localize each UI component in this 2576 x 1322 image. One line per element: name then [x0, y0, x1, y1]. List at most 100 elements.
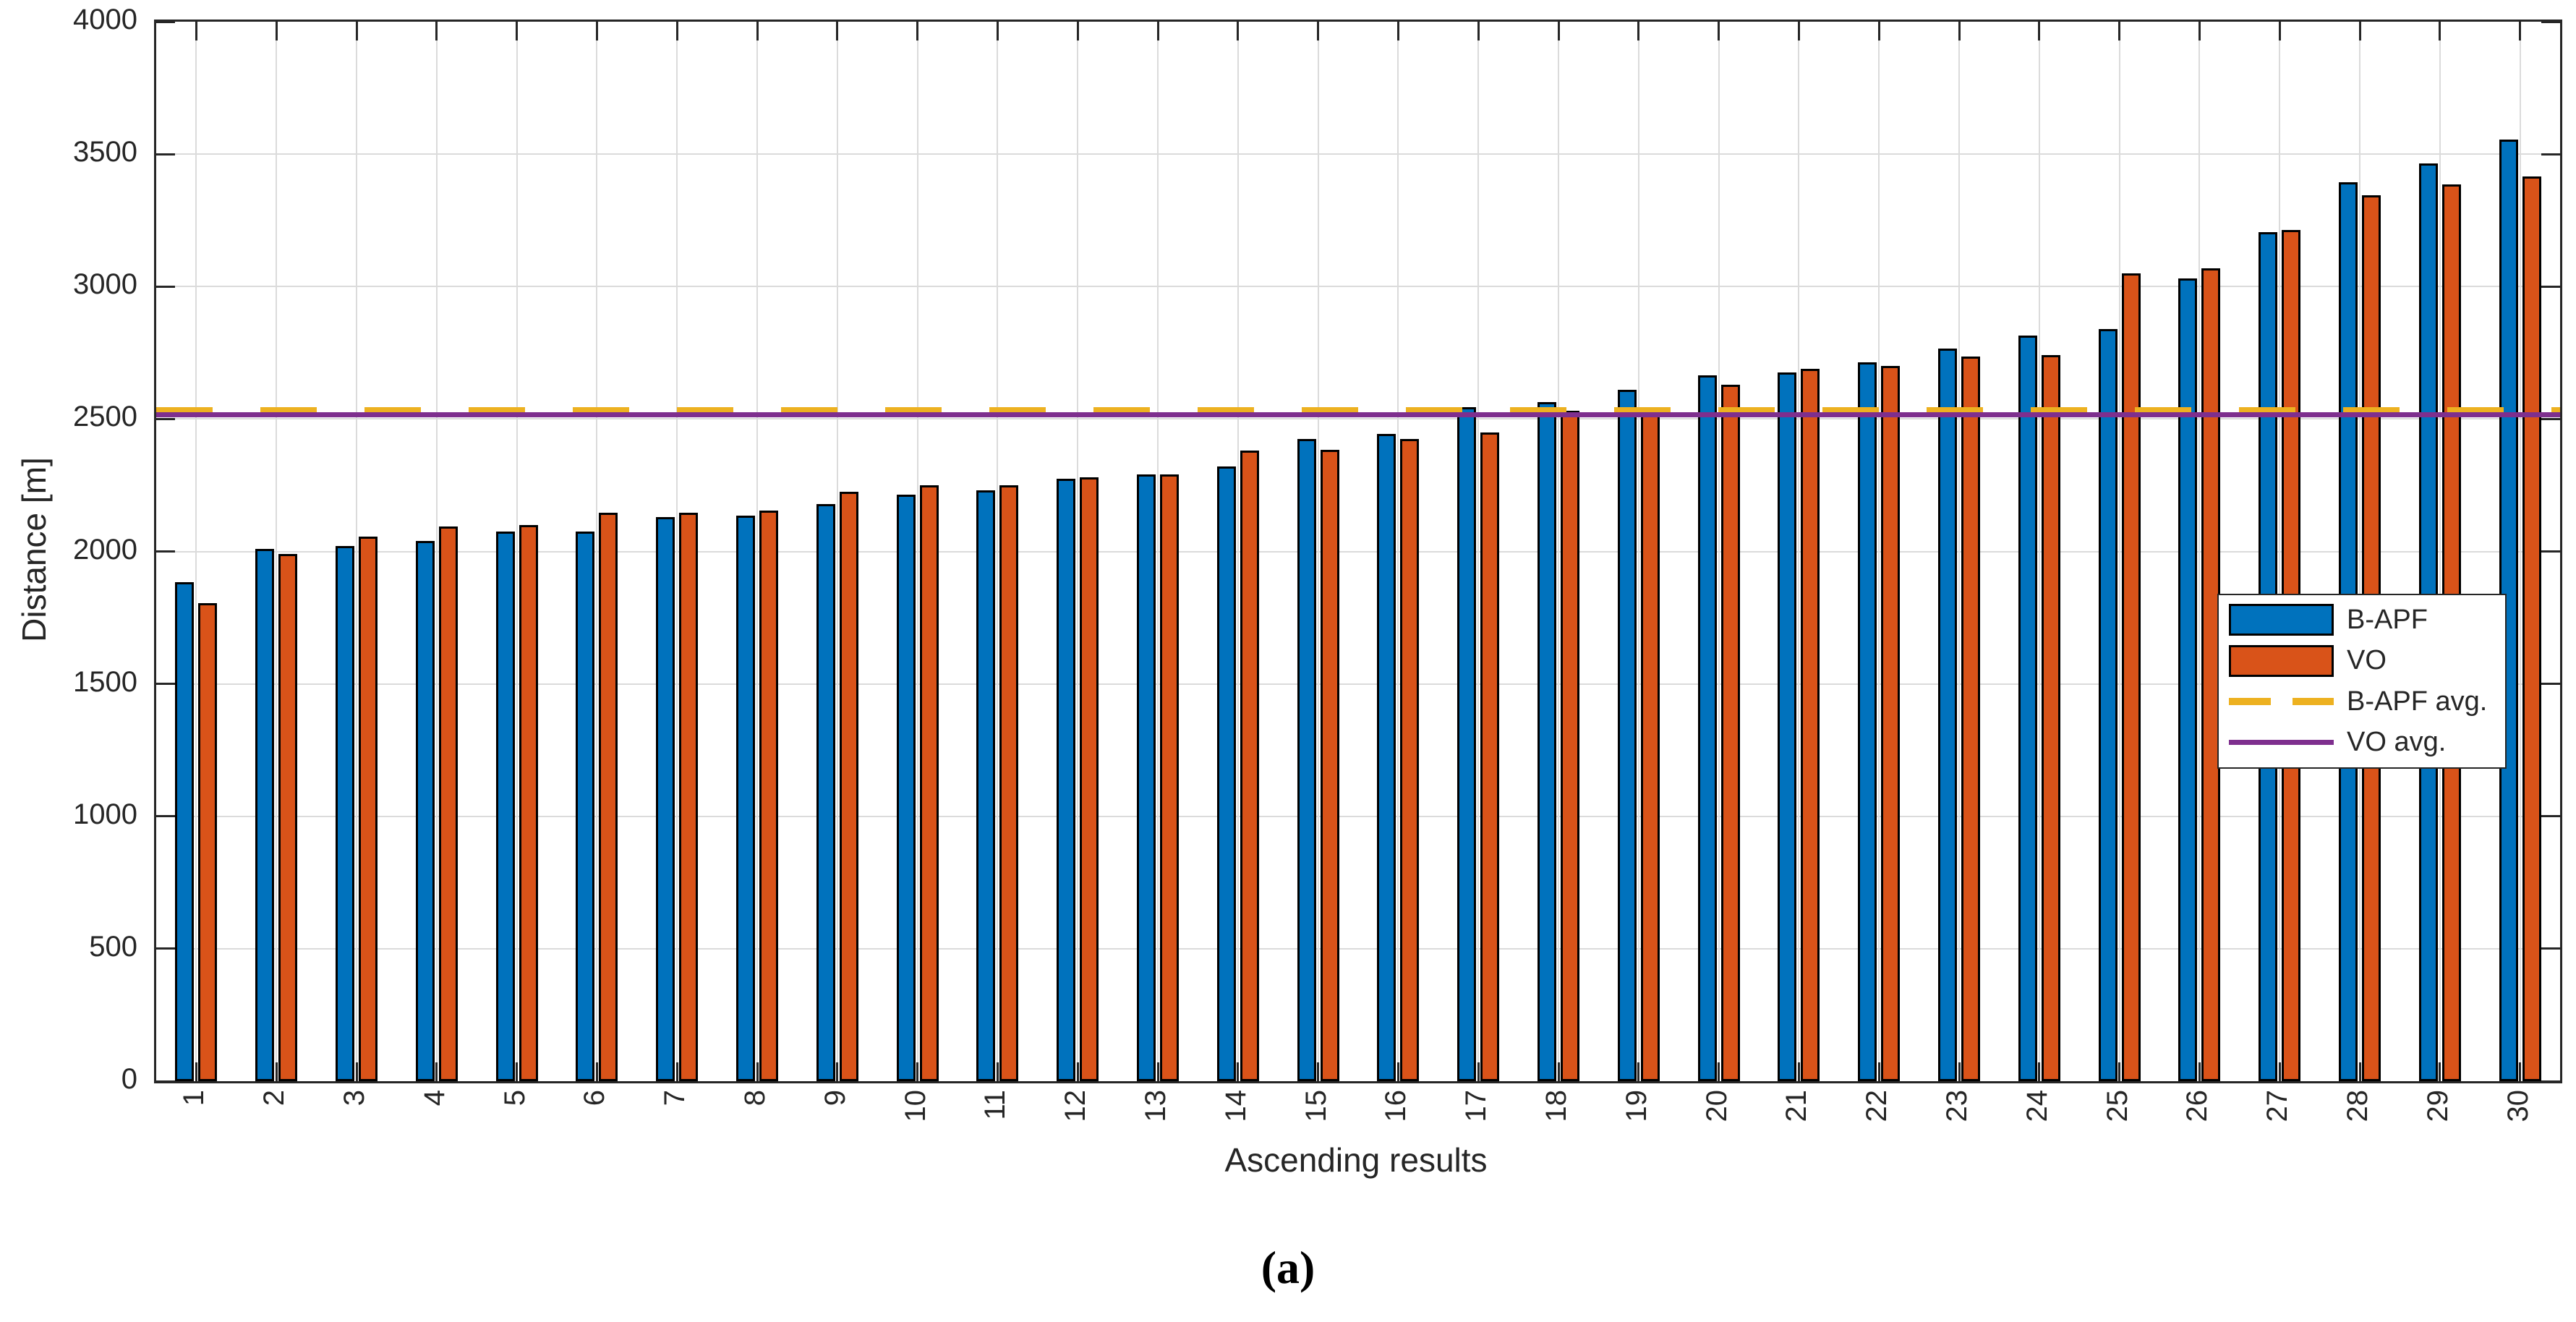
bar-b-apf — [2098, 328, 2117, 1081]
bar-vo — [1561, 411, 1579, 1081]
figure-caption: (a) — [1261, 1242, 1315, 1293]
y-tick-label: 500 — [89, 930, 137, 963]
x-tick-mark-top — [1877, 22, 1880, 40]
legend-label: VO avg. — [2347, 727, 2447, 758]
x-tick-mark-top — [1958, 22, 1961, 40]
h-gridline — [156, 286, 2560, 288]
x-tick-mark-top — [1156, 22, 1159, 40]
y-tick-label: 2500 — [73, 401, 137, 433]
x-tick-mark-top — [2118, 22, 2121, 40]
bar-vo — [1801, 368, 1820, 1081]
x-tick-mark-bottom — [2358, 1062, 2361, 1081]
bar-b-apf — [1938, 349, 1957, 1081]
v-gridline — [2519, 22, 2521, 1081]
h-gridline — [156, 815, 2560, 817]
legend-swatch-b-apf-bar-icon — [2229, 604, 2334, 636]
x-tick-mark-top — [916, 22, 919, 40]
x-tick-mark-bottom — [2519, 1062, 2522, 1081]
x-tick-mark-top — [1797, 22, 1800, 40]
v-gridline — [276, 22, 278, 1081]
bar-vo — [919, 485, 939, 1081]
bar-vo — [438, 526, 458, 1081]
bottom-tick-layer — [156, 22, 2560, 1081]
y-tick-mark-left — [156, 285, 175, 288]
x-tick-mark-top — [1317, 22, 1320, 40]
legend-swatch-shape — [2229, 698, 2334, 706]
bar-b-apf — [576, 532, 595, 1081]
x-tick-mark-top — [2198, 22, 2201, 40]
v-gridline — [2118, 22, 2120, 1081]
v-gridline — [2359, 22, 2360, 1081]
y-tick-label: 2000 — [73, 533, 137, 566]
legend-item-vo-avg: VO avg. — [2219, 727, 2505, 759]
legend-swatch-shape — [2229, 644, 2334, 677]
y-tick-mark-left — [156, 947, 175, 950]
y-tick-label: 1000 — [73, 798, 137, 830]
x-tick-mark-bottom — [595, 1062, 598, 1081]
legend-swatch-b-apf-avg-dashed-line-icon — [2229, 686, 2334, 717]
x-tick-mark-bottom — [2278, 1062, 2281, 1081]
bar-b-apf — [1057, 478, 1076, 1081]
bar-vo — [2041, 355, 2060, 1081]
x-tick-mark-bottom — [1477, 1062, 1480, 1081]
b-apf-avg--line — [156, 406, 2560, 415]
bar-vo — [999, 485, 1019, 1081]
v-gridline — [1798, 22, 1800, 1081]
x-tick-mark-bottom — [435, 1062, 438, 1081]
x-tick-mark-bottom — [1076, 1062, 1079, 1081]
v-gridline — [435, 22, 438, 1081]
y-tick-mark-left — [156, 153, 175, 155]
y-tick-mark-left — [156, 815, 175, 818]
x-tick-mark-top — [275, 22, 278, 40]
bar-vo — [2522, 176, 2541, 1081]
bar-vo — [1640, 409, 1660, 1081]
y-tick-mark-right — [2541, 20, 2560, 23]
x-tick-mark-top — [675, 22, 678, 40]
x-tick-mark-bottom — [1958, 1062, 1961, 1081]
bar-b-apf — [656, 516, 675, 1081]
y-tick-mark-right — [2541, 683, 2560, 686]
x-tick-mark-bottom — [1317, 1062, 1320, 1081]
bar-vo — [679, 513, 699, 1081]
bar-vo — [1480, 432, 1500, 1081]
v-gridline — [1237, 22, 1239, 1081]
bar-b-apf — [976, 490, 996, 1081]
x-tick-mark-top — [2278, 22, 2281, 40]
legend-item-b-apf-avg: B-APF avg. — [2219, 686, 2505, 717]
x-tick-mark-top — [1076, 22, 1079, 40]
legend-label: B-APF avg. — [2347, 686, 2488, 717]
legend-label: VO — [2347, 645, 2387, 676]
legend-item-b-apf: B-APF — [2219, 604, 2505, 636]
plot-area: B-APF VO B-APF avg. VO avg. — [154, 20, 2562, 1083]
bar-vo — [198, 602, 218, 1081]
legend-item-vo: VO — [2219, 644, 2505, 677]
x-tick-mark-bottom — [675, 1062, 678, 1081]
v-gridline — [2198, 22, 2201, 1081]
x-tick-mark-bottom — [996, 1062, 999, 1081]
grid-layer — [156, 22, 2560, 1081]
v-gridline — [997, 22, 999, 1081]
v-gridline — [2439, 22, 2441, 1081]
v-gridline — [2279, 22, 2281, 1081]
bar-b-apf — [1216, 466, 1236, 1081]
v-gridline — [1637, 22, 1639, 1081]
legend-swatch-shape — [2229, 740, 2334, 746]
bar-b-apf — [2018, 336, 2037, 1081]
y-tick-mark-right — [2541, 153, 2560, 155]
x-tick-mark-bottom — [2118, 1062, 2121, 1081]
x-tick-mark-bottom — [355, 1062, 358, 1081]
v-gridline — [836, 22, 838, 1081]
y-tick-mark-left — [156, 550, 175, 553]
x-tick-mark-bottom — [1718, 1062, 1720, 1081]
bar-vo — [839, 492, 858, 1081]
avg-line-layer — [156, 22, 2560, 1081]
v-gridline — [676, 22, 678, 1081]
v-gridline — [356, 22, 357, 1081]
bar-vo — [1881, 366, 1901, 1081]
x-tick-mark-bottom — [1237, 1062, 1240, 1081]
x-tick-mark-top — [1557, 22, 1560, 40]
x-tick-mark-bottom — [1877, 1062, 1880, 1081]
tick-layer — [156, 20, 2560, 1083]
bar-vo — [1080, 477, 1099, 1081]
x-tick-mark-top — [1477, 22, 1480, 40]
